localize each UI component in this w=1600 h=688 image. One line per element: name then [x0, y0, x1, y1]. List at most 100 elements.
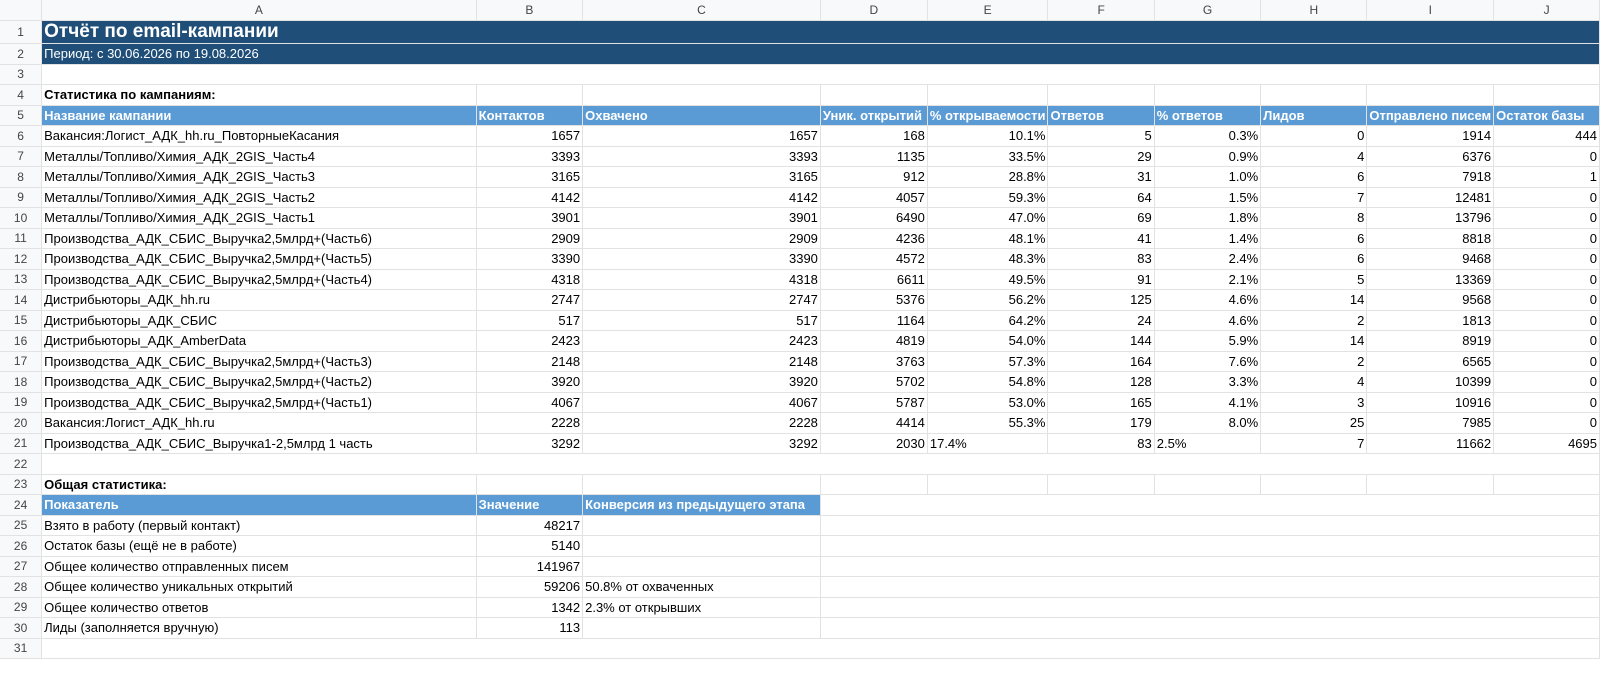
campaign-value-cell[interactable]: 3.3% [1154, 371, 1262, 393]
campaign-value-cell[interactable]: 13796 [1366, 207, 1495, 229]
campaign-value-cell[interactable]: 4414 [820, 412, 928, 434]
column-header-a[interactable]: A [41, 0, 477, 21]
summary-label-cell[interactable]: Общее количество отправленных писем [41, 556, 477, 577]
empty-cell[interactable] [820, 617, 1600, 639]
campaign-value-cell[interactable]: 2148 [476, 351, 584, 372]
empty-cell[interactable] [476, 84, 584, 106]
campaign-value-cell[interactable]: 6565 [1366, 351, 1495, 372]
campaign-column-header[interactable]: % открываемости [927, 105, 1049, 126]
row-number[interactable]: 9 [0, 187, 43, 208]
campaign-value-cell[interactable]: 83 [1047, 248, 1155, 270]
column-header-e[interactable]: E [927, 0, 1049, 21]
campaign-value-cell[interactable]: 5.9% [1154, 330, 1262, 352]
summary-value-cell[interactable]: 113 [476, 617, 584, 639]
campaign-value-cell[interactable]: 4236 [820, 228, 928, 249]
campaign-value-cell[interactable]: 4572 [820, 248, 928, 270]
campaign-value-cell[interactable]: 11662 [1366, 433, 1495, 454]
campaign-value-cell[interactable]: 0.9% [1154, 146, 1262, 167]
campaign-value-cell[interactable]: 4318 [582, 269, 821, 290]
summary-conversion-cell[interactable] [582, 535, 821, 557]
campaign-value-cell[interactable]: 517 [476, 310, 584, 331]
summary-column-header[interactable]: Конверсия из предыдущего этапа [582, 494, 821, 516]
campaign-value-cell[interactable]: 2148 [582, 351, 821, 372]
column-header-c[interactable]: C [582, 0, 821, 21]
campaign-value-cell[interactable]: 1.5% [1154, 187, 1262, 208]
campaign-value-cell[interactable]: 4 [1260, 371, 1368, 393]
campaign-value-cell[interactable]: 2.1% [1154, 269, 1262, 290]
empty-cell[interactable] [820, 597, 1600, 618]
campaign-value-cell[interactable]: 2747 [582, 289, 821, 311]
campaign-value-cell[interactable]: 14 [1260, 289, 1368, 311]
campaign-column-header[interactable]: Название кампании [41, 105, 477, 126]
summary-conversion-cell[interactable] [582, 515, 821, 536]
campaign-name-cell[interactable]: Дистрибьюторы_АДК_AmberData [41, 330, 477, 352]
campaign-value-cell[interactable]: 2423 [582, 330, 821, 352]
campaign-value-cell[interactable]: 13369 [1366, 269, 1495, 290]
campaign-value-cell[interactable]: 2747 [476, 289, 584, 311]
column-header-d[interactable]: D [820, 0, 928, 21]
campaign-column-header[interactable]: Охвачено [582, 105, 821, 126]
campaign-value-cell[interactable]: 4.6% [1154, 289, 1262, 311]
campaign-value-cell[interactable]: 0 [1493, 146, 1600, 167]
campaign-value-cell[interactable]: 24 [1047, 310, 1155, 331]
campaign-value-cell[interactable]: 10.1% [927, 125, 1049, 147]
row-number[interactable]: 27 [0, 556, 43, 577]
campaign-value-cell[interactable]: 8.0% [1154, 412, 1262, 434]
summary-value-cell[interactable]: 141967 [476, 556, 584, 577]
summary-label-cell[interactable]: Общее количество уникальных открытий [41, 576, 477, 598]
row-number[interactable]: 26 [0, 535, 43, 557]
campaign-value-cell[interactable]: 91 [1047, 269, 1155, 290]
campaign-value-cell[interactable]: 7985 [1366, 412, 1495, 434]
row-number[interactable]: 8 [0, 166, 43, 188]
campaign-value-cell[interactable]: 6 [1260, 228, 1368, 249]
campaign-value-cell[interactable]: 3393 [476, 146, 584, 167]
campaign-name-cell[interactable]: Производства_АДК_СБИС_Выручка2,5млрд+(Ча… [41, 392, 477, 413]
campaign-value-cell[interactable]: 54.8% [927, 371, 1049, 393]
empty-cell[interactable] [820, 556, 1600, 577]
empty-cell[interactable] [1366, 84, 1495, 106]
summary-conversion-cell[interactable] [582, 556, 821, 577]
campaign-value-cell[interactable]: 1657 [582, 125, 821, 147]
column-header-b[interactable]: B [476, 0, 584, 21]
empty-cell[interactable] [1047, 84, 1155, 106]
campaign-value-cell[interactable]: 28.8% [927, 166, 1049, 188]
campaign-value-cell[interactable]: 4067 [476, 392, 584, 413]
campaign-value-cell[interactable]: 3393 [582, 146, 821, 167]
campaign-name-cell[interactable]: Производства_АДК_СБИС_Выручка2,5млрд+(Ча… [41, 269, 477, 290]
summary-conversion-cell[interactable] [582, 617, 821, 639]
select-all-corner[interactable] [0, 0, 43, 21]
row-number[interactable]: 22 [0, 453, 43, 475]
campaign-value-cell[interactable]: 47.0% [927, 207, 1049, 229]
campaign-value-cell[interactable]: 10399 [1366, 371, 1495, 393]
campaign-column-header[interactable]: Отправлено писем [1366, 105, 1495, 126]
campaign-value-cell[interactable]: 912 [820, 166, 928, 188]
campaign-value-cell[interactable]: 6 [1260, 248, 1368, 270]
campaign-value-cell[interactable]: 31 [1047, 166, 1155, 188]
empty-cell[interactable] [1260, 474, 1368, 495]
empty-cell[interactable] [820, 576, 1600, 598]
row-number[interactable]: 16 [0, 330, 43, 352]
campaign-value-cell[interactable]: 0 [1493, 187, 1600, 208]
column-header-j[interactable]: J [1493, 0, 1600, 21]
campaign-value-cell[interactable]: 48.1% [927, 228, 1049, 249]
row-number[interactable]: 20 [0, 412, 43, 434]
campaign-name-cell[interactable]: Металлы/Топливо/Химия_АДК_2GIS_Часть4 [41, 146, 477, 167]
campaign-value-cell[interactable]: 41 [1047, 228, 1155, 249]
row-number[interactable]: 4 [0, 84, 43, 106]
campaign-value-cell[interactable]: 4695 [1493, 433, 1600, 454]
row-number[interactable]: 7 [0, 146, 43, 167]
campaign-value-cell[interactable]: 4067 [582, 392, 821, 413]
campaign-value-cell[interactable]: 9568 [1366, 289, 1495, 311]
campaign-value-cell[interactable]: 3165 [476, 166, 584, 188]
campaign-value-cell[interactable]: 2909 [582, 228, 821, 249]
campaign-value-cell[interactable]: 2 [1260, 310, 1368, 331]
campaign-value-cell[interactable]: 128 [1047, 371, 1155, 393]
campaign-value-cell[interactable]: 8818 [1366, 228, 1495, 249]
campaign-value-cell[interactable]: 5787 [820, 392, 928, 413]
row-number[interactable]: 2 [0, 43, 43, 65]
campaign-value-cell[interactable]: 1.8% [1154, 207, 1262, 229]
campaign-value-cell[interactable]: 164 [1047, 351, 1155, 372]
report-title[interactable]: Отчёт по email-кампании [41, 20, 1600, 44]
row-number[interactable]: 18 [0, 371, 43, 393]
campaign-value-cell[interactable]: 17.4% [927, 433, 1049, 454]
